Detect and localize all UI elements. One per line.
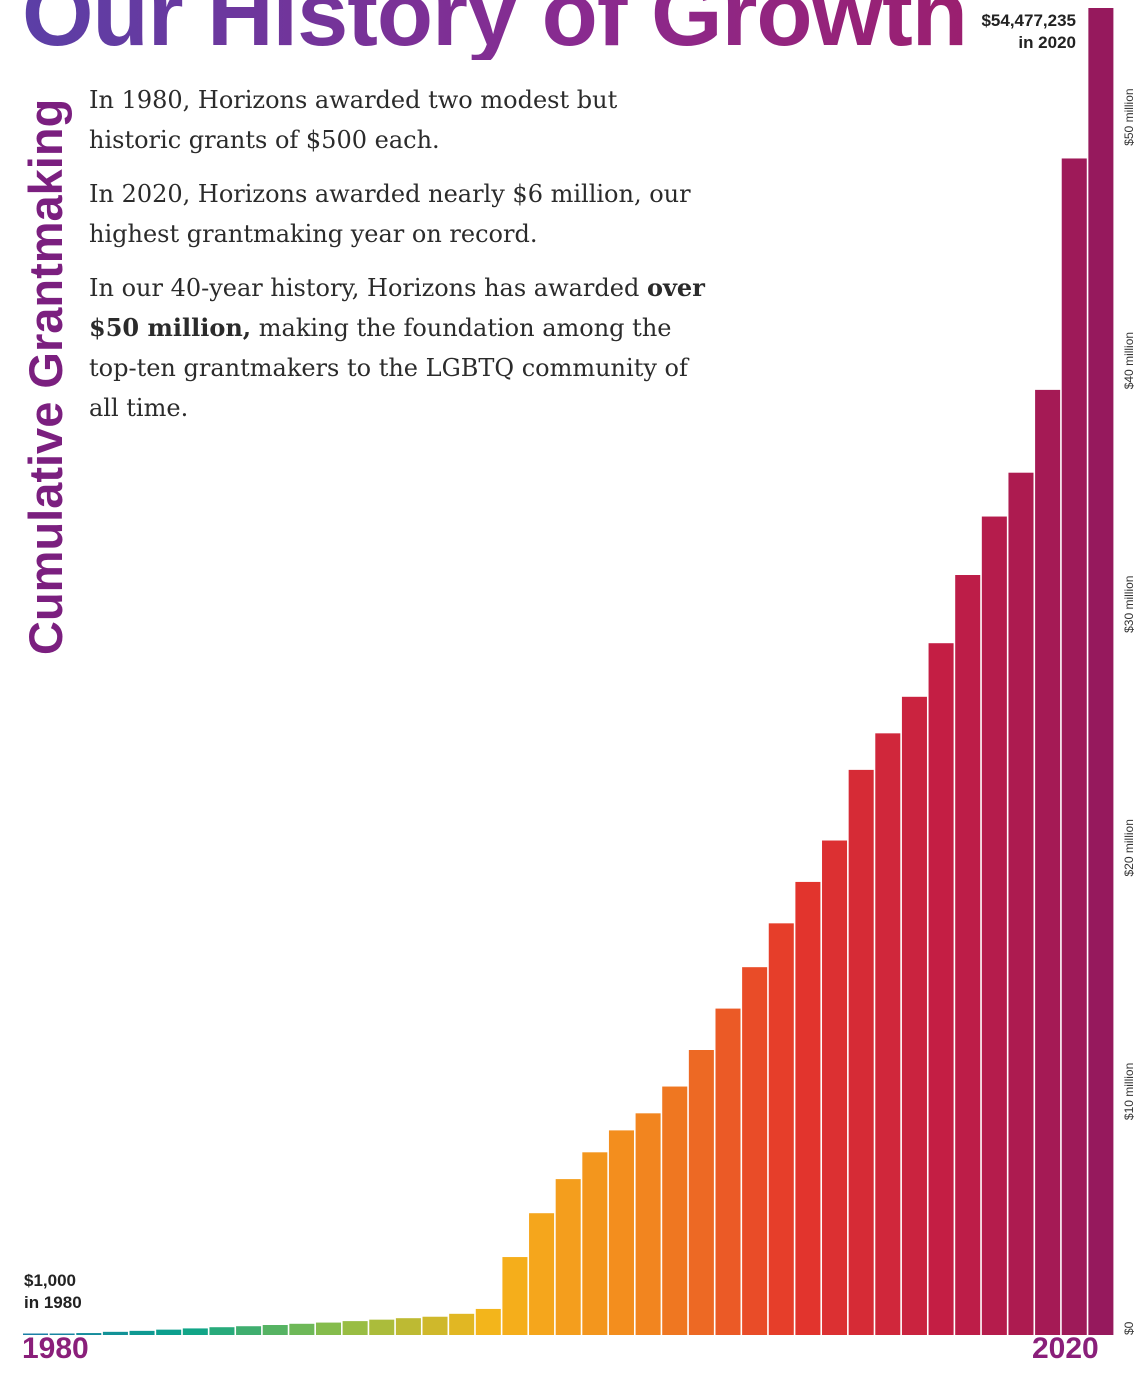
bar-2003 (635, 1113, 661, 1335)
intro-p3-text-end: making the foundation among the top-ten … (89, 314, 688, 422)
bar-2004 (662, 1086, 688, 1335)
bar-1992 (342, 1321, 368, 1335)
start-year-note: in 1980 (24, 1293, 82, 1312)
intro-paragraph-2: In 2020, Horizons awarded nearly $6 mill… (89, 180, 691, 248)
y-axis-ticks: $0 $10 million $20 million $30 million $40 m… (1122, 88, 1136, 1335)
start-value: $1,000 (24, 1271, 76, 1290)
intro-p3-text: In our 40-year history, Horizons has awa… (89, 274, 647, 302)
y-tick-label: $0 (1122, 1321, 1136, 1335)
bar-2016 (981, 516, 1007, 1335)
bar-2014 (928, 643, 954, 1335)
bar-2007 (742, 967, 768, 1335)
bar-1997 (475, 1308, 501, 1335)
bar-2008 (768, 923, 794, 1335)
bar-1981 (49, 1333, 75, 1335)
bar-2019 (1061, 158, 1087, 1336)
bar-1989 (262, 1325, 288, 1335)
bar-2001 (582, 1152, 608, 1335)
bar-1982 (76, 1333, 102, 1335)
bar-2017 (1008, 472, 1034, 1335)
end-value: $54,477,235 (981, 11, 1076, 30)
bar-1986 (182, 1328, 208, 1335)
bar-2018 (1035, 389, 1061, 1335)
bar-1991 (315, 1322, 342, 1335)
bar-2012 (875, 733, 901, 1335)
bar-2006 (715, 1008, 741, 1335)
bar-2020 (1088, 8, 1114, 1335)
bar-2002 (608, 1130, 634, 1335)
intro-paragraph-3: In our 40-year history, Horizons has awa… (89, 268, 709, 428)
x-axis-start-label: 1980 (22, 1332, 89, 1365)
y-tick-label: $50 million (1122, 88, 1136, 145)
bar-1996 (449, 1313, 475, 1335)
bar-2005 (688, 1050, 714, 1335)
y-tick-label: $20 million (1122, 819, 1136, 876)
bar-1994 (395, 1318, 421, 1335)
bar-2009 (795, 881, 821, 1335)
intro-paragraph-1: In 1980, Horizons awarded two modest but… (89, 86, 618, 154)
y-tick-label: $10 million (1122, 1063, 1136, 1120)
y-tick-label: $30 million (1122, 576, 1136, 633)
bar-1983 (102, 1331, 128, 1335)
page-title: Our History of Growth (22, 0, 968, 60)
intro-text: In 1980, Horizons awarded two modest but… (89, 80, 709, 442)
bar-1985 (156, 1329, 182, 1335)
bar-1999 (529, 1213, 555, 1335)
y-tick-label: $40 million (1122, 332, 1136, 389)
bar-2011 (848, 769, 874, 1335)
bar-1984 (129, 1330, 155, 1335)
end-value-annotation: $54,477,235 in 2020 (940, 10, 1076, 54)
intro-p3-highlight: over $50 million, (89, 273, 705, 342)
bar-1980 (23, 1333, 49, 1335)
bar-2013 (901, 696, 927, 1335)
bars-group (23, 8, 1114, 1336)
bar-1995 (422, 1316, 448, 1335)
bar-1990 (289, 1323, 315, 1335)
bar-2010 (822, 840, 848, 1335)
x-axis-end-label: 2020 (1032, 1332, 1099, 1365)
bar-1988 (236, 1326, 262, 1335)
start-value-annotation: $1,000 in 1980 (24, 1270, 82, 1314)
end-year-note: in 2020 (1018, 33, 1076, 52)
bar-1998 (502, 1257, 528, 1335)
bar-2000 (555, 1179, 581, 1335)
bar-1987 (209, 1327, 235, 1335)
bar-1993 (369, 1319, 395, 1335)
bar-2015 (955, 575, 981, 1335)
